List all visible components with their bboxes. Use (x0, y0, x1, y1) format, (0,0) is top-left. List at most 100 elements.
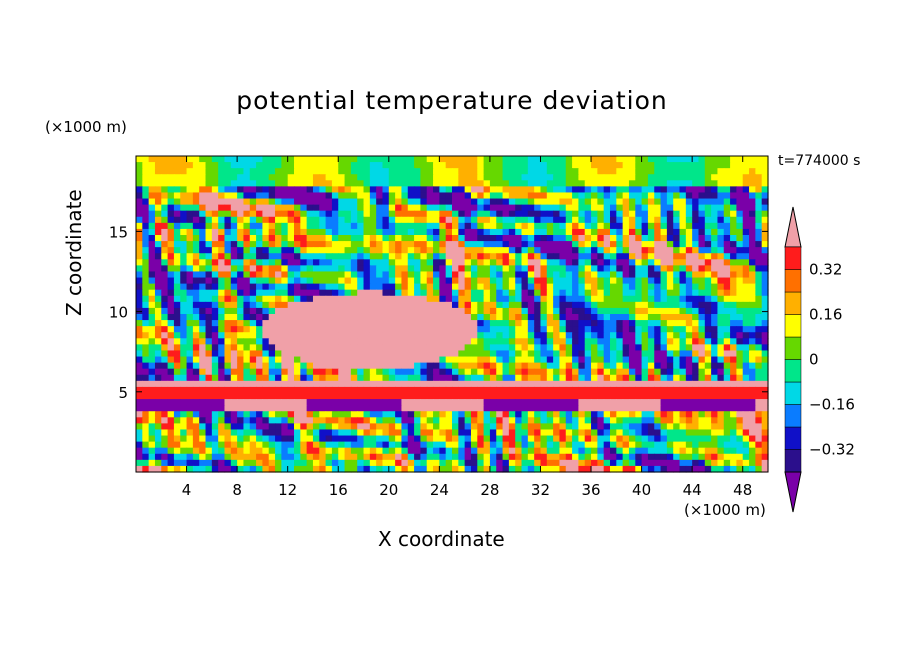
heatmap-cell (338, 283, 346, 291)
heatmap-cell (761, 417, 769, 424)
heatmap-cell (584, 441, 592, 449)
heatmap-cell (300, 338, 308, 345)
heatmap-cell (224, 168, 232, 175)
heatmap-cell (420, 186, 428, 194)
heatmap-cell (603, 241, 611, 248)
heatmap-cell (350, 156, 358, 163)
heatmap-cell (660, 174, 668, 181)
heatmap-cell (199, 210, 207, 218)
heatmap-cell (673, 204, 681, 212)
heatmap-cell (199, 411, 207, 418)
heatmap-cell (325, 441, 333, 449)
heatmap-cell (647, 417, 655, 424)
heatmap-cell (458, 356, 466, 364)
heatmap-cell (357, 417, 365, 424)
heatmap-cell (275, 417, 282, 424)
heatmap-cell (136, 156, 143, 163)
heatmap-cell (736, 162, 744, 169)
heatmap-cell (635, 204, 643, 212)
heatmap-cell (527, 417, 535, 424)
heatmap-cell (660, 180, 668, 187)
heatmap-cell (496, 235, 504, 242)
heatmap-cell (331, 222, 339, 230)
heatmap-cell (749, 405, 756, 412)
heatmap-cell (572, 162, 579, 169)
heatmap-cell (331, 253, 339, 260)
heatmap-cell (445, 283, 453, 291)
heatmap-cell (730, 405, 737, 412)
heatmap-cell (496, 441, 504, 449)
heatmap-cell (243, 344, 251, 352)
heatmap-cell (192, 368, 200, 376)
heatmap-cell (325, 338, 333, 345)
heatmap-cell (628, 168, 636, 175)
heatmap-cell (167, 320, 175, 327)
heatmap-cell (268, 204, 276, 212)
heatmap-cell (616, 180, 624, 187)
heatmap-cell (268, 192, 276, 200)
heatmap-cell (319, 307, 327, 315)
heatmap-cell (180, 241, 188, 248)
heatmap-cell (673, 235, 681, 242)
heatmap-cell (685, 435, 693, 443)
heatmap-cell (591, 295, 598, 303)
heatmap-cell (420, 301, 428, 309)
heatmap-cell (218, 180, 226, 187)
heatmap-cell (243, 441, 251, 449)
heatmap-cell (470, 277, 478, 285)
heatmap-cell (641, 253, 649, 260)
heatmap-cell (489, 307, 497, 315)
heatmap-cell (306, 326, 314, 333)
heatmap-cell (603, 301, 611, 309)
heatmap-cell (717, 380, 725, 388)
heatmap-cell (344, 162, 352, 169)
heatmap-cell (464, 283, 472, 291)
heatmap-cell (186, 156, 194, 163)
heatmap-cell (426, 235, 434, 242)
heatmap-cell (647, 259, 655, 266)
heatmap-cell (249, 174, 257, 181)
heatmap-cell (685, 156, 693, 163)
heatmap-cell (489, 344, 497, 352)
heatmap-cell (502, 247, 510, 254)
heatmap-cell (249, 216, 257, 224)
heatmap-cell (711, 447, 719, 455)
heatmap-cell (477, 186, 485, 194)
heatmap-cell (350, 453, 358, 461)
heatmap-cell (641, 380, 649, 388)
heatmap-cell (540, 368, 548, 376)
heatmap-cell (445, 174, 453, 181)
heatmap-cell (186, 307, 194, 315)
heatmap-cell (154, 368, 162, 376)
heatmap-cell (534, 235, 542, 242)
heatmap-cell (502, 338, 510, 345)
heatmap-cell (445, 259, 453, 266)
heatmap-cell (294, 332, 301, 339)
heatmap-cell (312, 222, 320, 230)
heatmap-cell (173, 301, 181, 309)
heatmap-cell (628, 453, 636, 461)
heatmap-cell (420, 235, 428, 242)
heatmap-cell (136, 356, 143, 364)
heatmap-cell (414, 265, 421, 273)
heatmap-cell (749, 344, 756, 352)
heatmap-cell (679, 441, 687, 449)
heatmap-cell (704, 374, 712, 382)
heatmap-cell (338, 247, 346, 254)
heatmap-cell (521, 295, 529, 303)
heatmap-cell (407, 380, 415, 388)
heatmap-cell (294, 186, 301, 194)
heatmap-cell (692, 380, 700, 388)
heatmap-cell (350, 235, 358, 242)
heatmap-cell (597, 411, 605, 418)
heatmap-cell (641, 307, 649, 315)
heatmap-cell (647, 380, 655, 388)
heatmap-cell (433, 162, 440, 169)
heatmap-cell (224, 204, 232, 212)
heatmap-cell (641, 393, 649, 400)
heatmap-cell (186, 429, 194, 437)
heatmap-cell (344, 411, 352, 418)
heatmap-cell (414, 332, 421, 339)
heatmap-cell (224, 332, 232, 339)
heatmap-cell (521, 168, 529, 175)
